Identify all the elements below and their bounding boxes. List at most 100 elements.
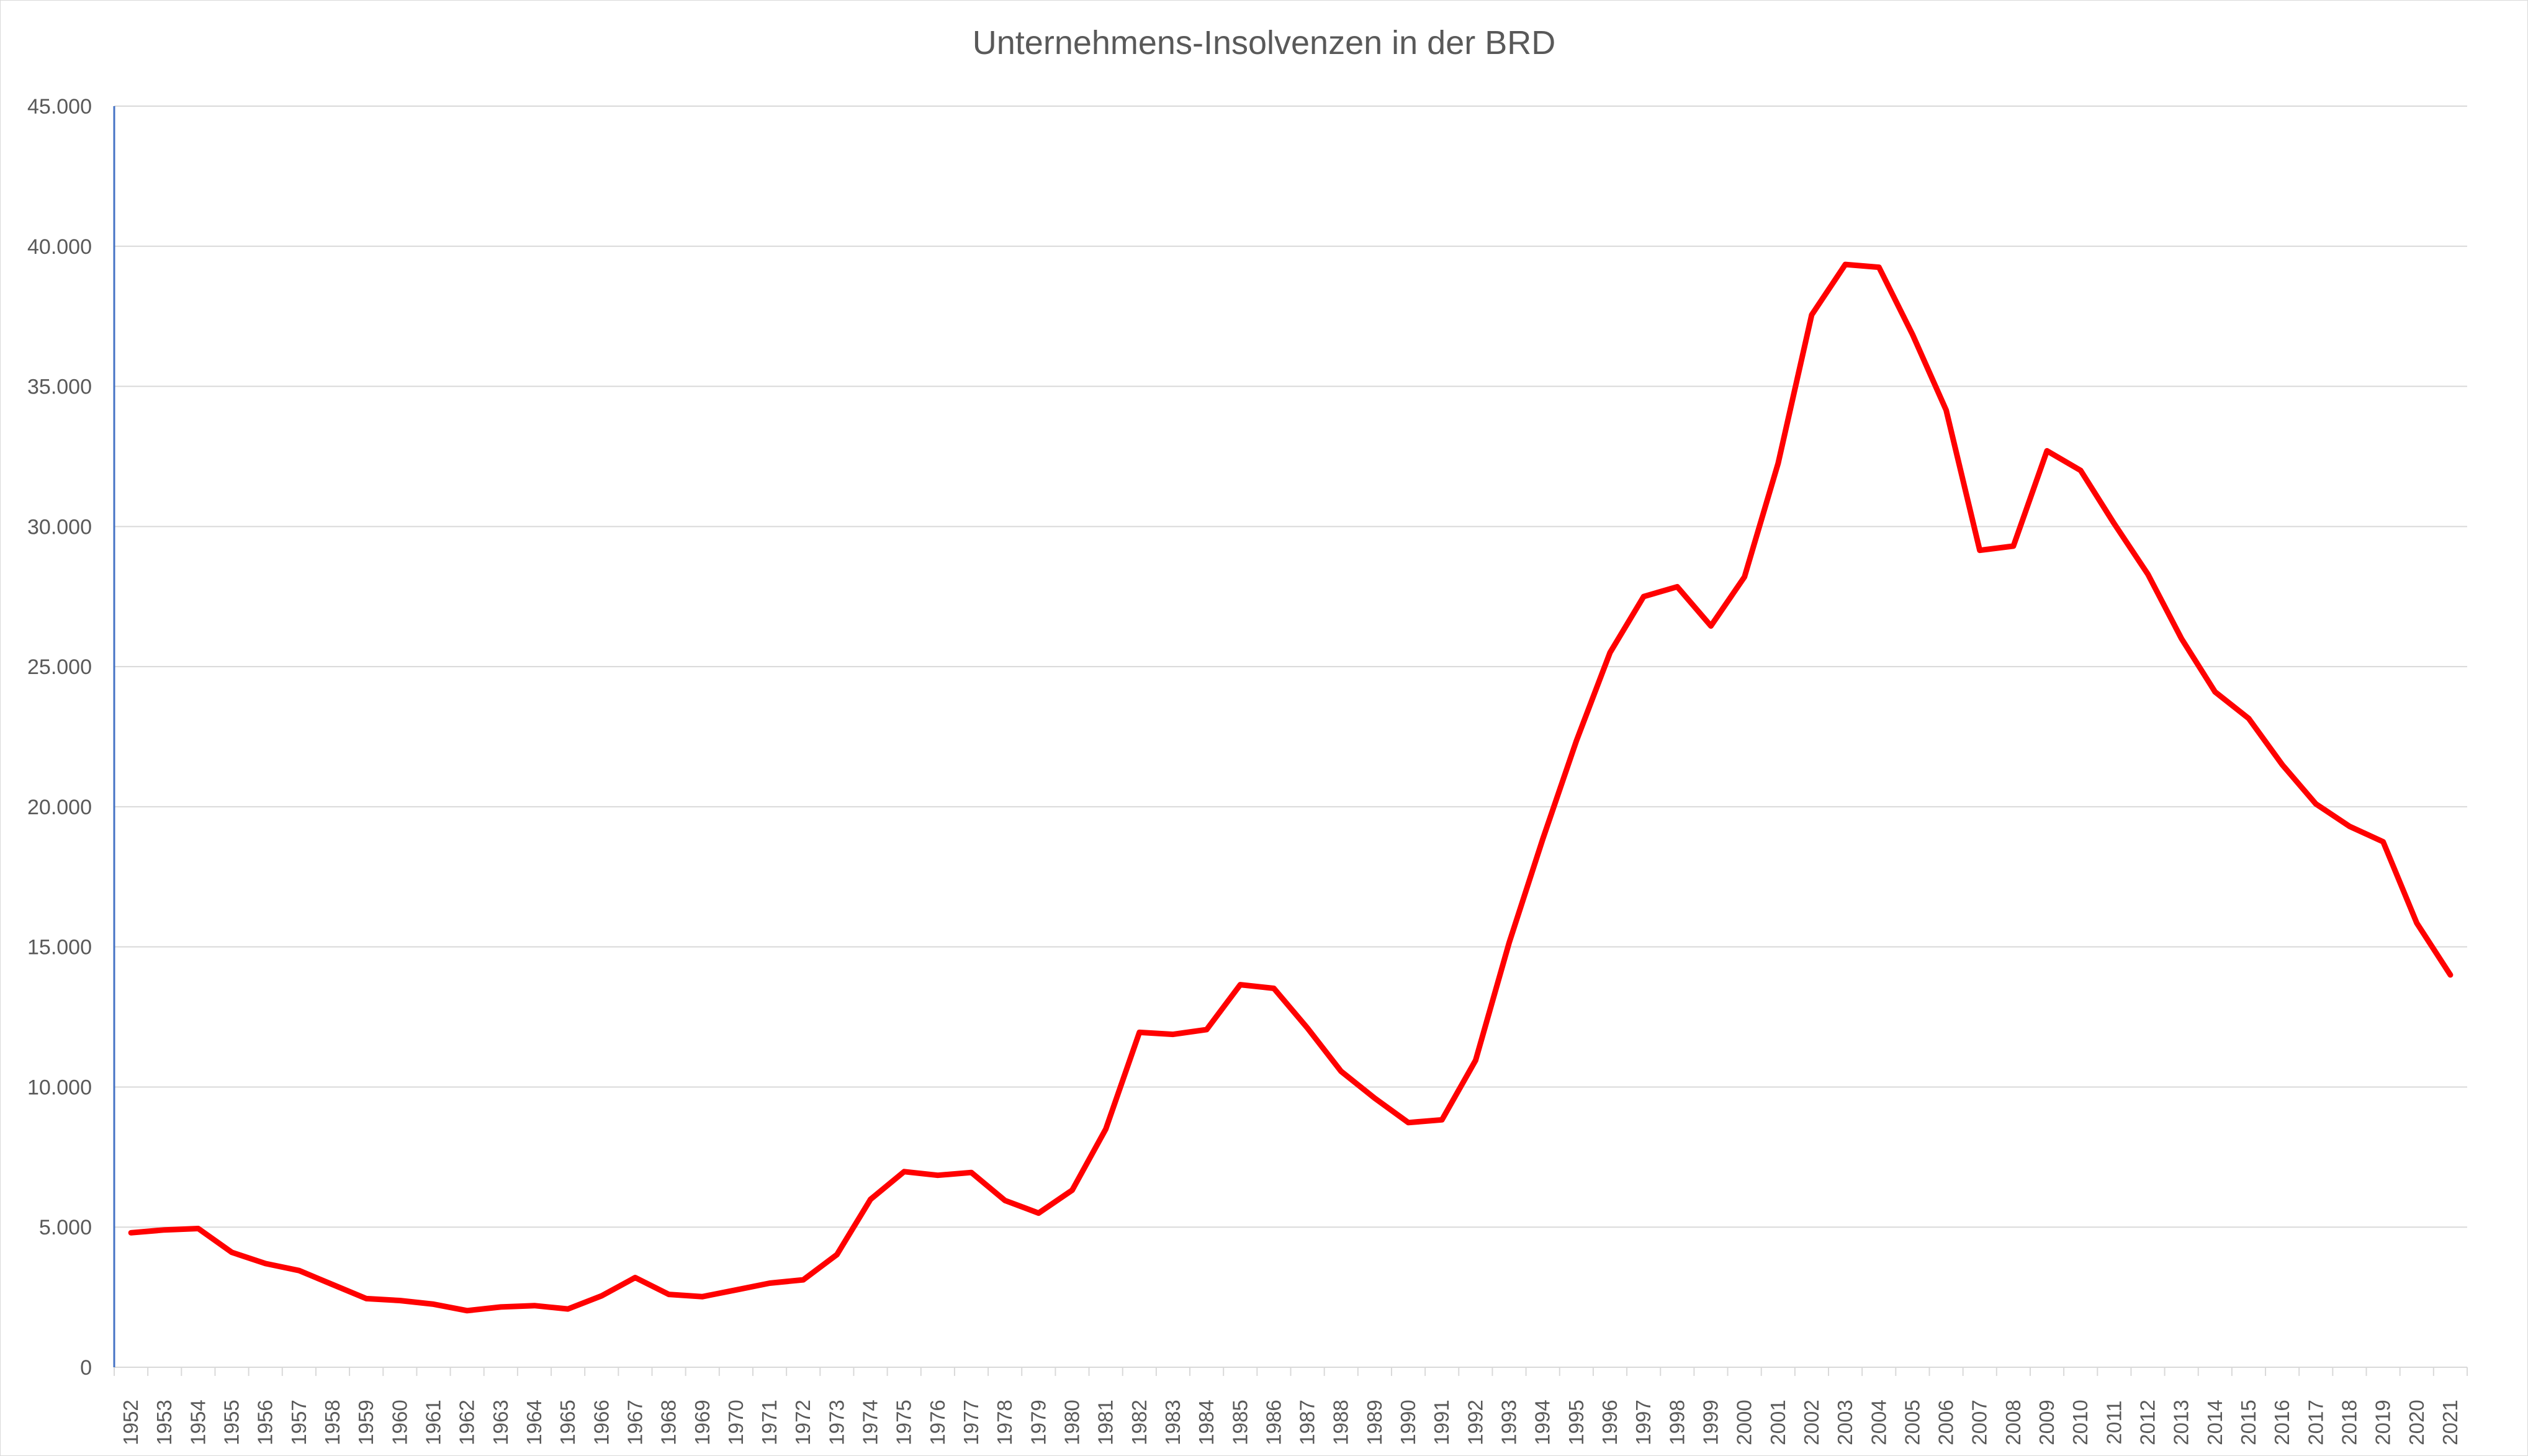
x-tick-label: 2016 bbox=[2270, 1400, 2293, 1445]
x-tick-label: 2010 bbox=[2069, 1400, 2092, 1445]
data-point bbox=[2347, 824, 2353, 830]
data-point bbox=[834, 1252, 840, 1258]
x-tick-label: 1974 bbox=[859, 1400, 882, 1445]
data-point bbox=[666, 1292, 672, 1298]
x-tick-label: 1986 bbox=[1262, 1400, 1285, 1445]
x-tick-label: 2012 bbox=[2136, 1400, 2159, 1445]
series-line bbox=[128, 261, 2454, 1314]
data-point bbox=[2010, 543, 2017, 549]
x-tick-label: 1958 bbox=[321, 1400, 344, 1445]
data-point bbox=[1170, 1031, 1176, 1038]
data-point bbox=[2111, 521, 2117, 527]
x-tick-label: 2019 bbox=[2372, 1400, 2395, 1445]
data-point bbox=[296, 1267, 302, 1274]
data-point bbox=[464, 1308, 470, 1314]
y-tick-label: 5.000 bbox=[39, 1216, 92, 1239]
data-point bbox=[1136, 1029, 1143, 1035]
x-tick-label: 1957 bbox=[287, 1400, 310, 1445]
data-point bbox=[1305, 1025, 1311, 1031]
data-point bbox=[598, 1293, 605, 1299]
data-point bbox=[195, 1226, 201, 1232]
y-tick-label: 30.000 bbox=[27, 515, 92, 539]
y-tick-label: 40.000 bbox=[27, 235, 92, 259]
x-tick-label: 1966 bbox=[590, 1400, 613, 1445]
data-point bbox=[901, 1169, 907, 1175]
data-point bbox=[1674, 583, 1680, 590]
data-point bbox=[1809, 312, 1815, 318]
data-point bbox=[2279, 762, 2285, 768]
x-tick-label: 1963 bbox=[489, 1400, 512, 1445]
x-tick-label: 1980 bbox=[1060, 1400, 1083, 1445]
data-point bbox=[1002, 1197, 1008, 1203]
x-tick-label: 1962 bbox=[456, 1400, 479, 1445]
data-point bbox=[1372, 1095, 1378, 1102]
data-point bbox=[1405, 1120, 1411, 1126]
x-tick-label: 1953 bbox=[153, 1400, 176, 1445]
x-tick-label: 1970 bbox=[724, 1400, 747, 1445]
x-tick-label: 2018 bbox=[2337, 1400, 2360, 1445]
data-point bbox=[1338, 1068, 1344, 1074]
x-tick-label: 2004 bbox=[1867, 1400, 1890, 1445]
x-tick-label: 1969 bbox=[691, 1400, 714, 1445]
x-tick-label: 1976 bbox=[926, 1400, 949, 1445]
x-tick-label: 1997 bbox=[1632, 1400, 1655, 1445]
x-tick-label: 1978 bbox=[993, 1400, 1016, 1445]
data-point bbox=[2145, 571, 2151, 577]
x-tick-label: 1996 bbox=[1598, 1400, 1621, 1445]
x-tick-label: 1964 bbox=[523, 1400, 546, 1445]
x-tick-label: 1968 bbox=[657, 1400, 680, 1445]
y-tick-label: 25.000 bbox=[27, 655, 92, 679]
x-tick-label: 1971 bbox=[758, 1400, 781, 1445]
x-tick-label: 1985 bbox=[1228, 1400, 1251, 1445]
y-tick-label: 45.000 bbox=[27, 95, 92, 119]
x-tick-label: 1987 bbox=[1296, 1400, 1319, 1445]
y-tick-label: 35.000 bbox=[27, 375, 92, 399]
data-point bbox=[2380, 838, 2386, 845]
data-point bbox=[1540, 836, 1546, 842]
data-point bbox=[1607, 650, 1613, 656]
x-tick-label: 1972 bbox=[791, 1400, 814, 1445]
x-tick-label: 1952 bbox=[119, 1400, 142, 1445]
x-tick-label: 1977 bbox=[960, 1400, 983, 1445]
x-tick-label: 1990 bbox=[1397, 1400, 1419, 1445]
data-point bbox=[1237, 982, 1243, 988]
data-point bbox=[1640, 593, 1647, 600]
x-tick-label: 2008 bbox=[2002, 1400, 2025, 1445]
data-point bbox=[2447, 972, 2454, 978]
x-tick-label: 1979 bbox=[1027, 1400, 1050, 1445]
x-tick-label: 2002 bbox=[1800, 1400, 1823, 1445]
data-point bbox=[531, 1303, 538, 1309]
data-point bbox=[2246, 716, 2252, 722]
x-tick-label: 1994 bbox=[1531, 1400, 1554, 1445]
chart-title: Unternehmens-Insolvenzen in der BRD bbox=[972, 24, 1556, 61]
data-point bbox=[431, 1301, 437, 1307]
x-tick-label: 1982 bbox=[1128, 1400, 1151, 1445]
y-tick-label: 20.000 bbox=[27, 796, 92, 819]
x-tick-label: 2007 bbox=[1968, 1400, 1991, 1445]
data-point bbox=[699, 1293, 706, 1300]
y-tick-label: 10.000 bbox=[27, 1076, 92, 1099]
data-point bbox=[1506, 940, 1513, 946]
data-point bbox=[1943, 407, 1950, 413]
data-point bbox=[1573, 738, 1580, 744]
data-point bbox=[1203, 1027, 1210, 1033]
data-point bbox=[1842, 261, 1848, 267]
data-point bbox=[968, 1169, 974, 1175]
data-point bbox=[1909, 331, 1915, 338]
data-point bbox=[1035, 1210, 1041, 1216]
data-point bbox=[565, 1306, 571, 1312]
data-point bbox=[330, 1282, 336, 1288]
data-point bbox=[2077, 467, 2084, 474]
x-tick-label: 2013 bbox=[2170, 1400, 2193, 1445]
data-point bbox=[229, 1249, 235, 1256]
data-point bbox=[1775, 461, 1781, 467]
x-tick-label: 1960 bbox=[388, 1400, 411, 1445]
x-tick-label: 2000 bbox=[1733, 1400, 1756, 1445]
x-tick-label: 1989 bbox=[1363, 1400, 1386, 1445]
x-tick-label: 1993 bbox=[1498, 1400, 1521, 1445]
x-tick-label: 1973 bbox=[825, 1400, 848, 1445]
data-point bbox=[1876, 264, 1882, 271]
x-tick-label: 1992 bbox=[1464, 1400, 1487, 1445]
x-tick-label: 1991 bbox=[1430, 1400, 1453, 1445]
x-tick-label: 2017 bbox=[2304, 1400, 2327, 1445]
